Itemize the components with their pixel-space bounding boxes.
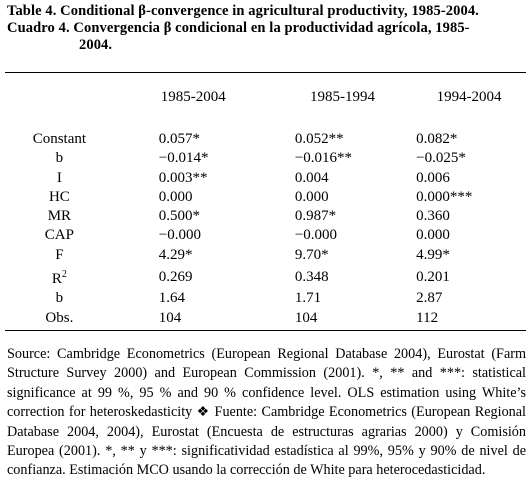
row-label: HC bbox=[48, 188, 70, 205]
row-label: MR bbox=[47, 208, 72, 225]
table-cell: 0.052** bbox=[294, 131, 344, 147]
table-row: Obs. 104 104 112 bbox=[5, 309, 526, 328]
row-label: Constant bbox=[32, 131, 87, 147]
table-cell: 4.29* bbox=[158, 246, 193, 263]
table-row: R2 0.269 0.348 0.201 bbox=[5, 265, 526, 289]
table-cell: 1.64 bbox=[158, 290, 186, 307]
table-cell: 0.003** bbox=[158, 169, 208, 186]
table-cell: −0.014* bbox=[158, 150, 209, 167]
superscript: 2 bbox=[61, 269, 67, 281]
table-cell: 0.082* bbox=[416, 131, 458, 147]
table-cell: 2.87 bbox=[416, 290, 443, 307]
table-cell: 112 bbox=[416, 309, 439, 326]
table-caption: Table 4. Conditional β-convergence in ag… bbox=[7, 3, 527, 54]
table-cell: −0.016** bbox=[294, 150, 353, 167]
table-cell: 0.057* bbox=[158, 131, 201, 147]
table-cell: 0.000 bbox=[158, 188, 193, 205]
r-squared-label: R2 bbox=[51, 269, 67, 288]
top-rule bbox=[5, 72, 526, 73]
table-cell: 0.000 bbox=[416, 227, 450, 244]
column-header-row: 1985-2004 1985-1994 1994-2004 bbox=[5, 88, 526, 110]
table-cell: 0.006 bbox=[416, 169, 450, 186]
table-cell: 0.987* bbox=[294, 208, 337, 225]
table-cell: −0.000 bbox=[158, 227, 201, 244]
table-cell: −0.000 bbox=[294, 227, 338, 244]
column-header: 1985-1994 bbox=[309, 89, 375, 105]
table-row: CAP −0.000 −0.000 0.000 bbox=[5, 226, 526, 245]
row-label: F bbox=[55, 246, 64, 263]
table-cell: 0.000*** bbox=[416, 188, 473, 205]
table-cell: 0.360 bbox=[416, 208, 450, 225]
table-cell: 0.500* bbox=[158, 208, 201, 225]
column-header: 1985-2004 bbox=[160, 89, 226, 105]
column-header: 1994-2004 bbox=[436, 89, 502, 105]
row-label: b bbox=[55, 150, 64, 167]
table-cell: 0.269 bbox=[158, 268, 193, 285]
corner-cell bbox=[5, 88, 114, 110]
table-cell: 0.201 bbox=[416, 268, 450, 285]
caption-spanish: Cuadro 4. Convergencia β condicional en … bbox=[7, 20, 470, 36]
table-cell: 4.99* bbox=[416, 246, 450, 263]
table-row: HC 0.000 0.000 0.000*** bbox=[5, 188, 526, 207]
caption-english: Table 4. Conditional β-convergence in ag… bbox=[7, 3, 479, 19]
table-cell: −0.025* bbox=[416, 150, 466, 167]
row-label: CAP bbox=[44, 227, 74, 244]
table-row: b −0.014* −0.016** −0.025* bbox=[5, 149, 526, 168]
table-cell: 104 bbox=[158, 309, 182, 326]
table-row: Constant 0.057* 0.052** 0.082* bbox=[5, 130, 526, 149]
table-cell: 0.000 bbox=[294, 188, 329, 205]
caption-spanish-continued: 2004. bbox=[79, 37, 113, 53]
bottom-rule bbox=[5, 330, 526, 331]
table-body: Constant 0.057* 0.052** 0.082* b −0.014*… bbox=[5, 130, 526, 328]
table-row: I 0.003** 0.004 0.006 bbox=[5, 169, 526, 188]
table-cell: 104 bbox=[294, 309, 318, 326]
table-row: MR 0.500* 0.987* 0.360 bbox=[5, 207, 526, 226]
table-source-notes: Source: Cambridge Econometrics (European… bbox=[7, 346, 526, 479]
row-label: Obs. bbox=[45, 309, 74, 326]
table-row: F 4.29* 9.70* 4.99* bbox=[5, 246, 526, 265]
table-cell: 0.348 bbox=[294, 268, 329, 285]
row-label: I bbox=[56, 169, 62, 186]
table-cell: 9.70* bbox=[294, 246, 329, 263]
table-cell: 0.004 bbox=[294, 169, 329, 186]
table-cell: 1.71 bbox=[294, 290, 322, 307]
row-label: R2 bbox=[5, 265, 114, 289]
table-row: b 1.64 1.71 2.87 bbox=[5, 289, 526, 308]
regression-table: 1985-2004 1985-1994 1994-2004 Constant 0… bbox=[5, 88, 526, 328]
row-label: b bbox=[55, 290, 64, 307]
